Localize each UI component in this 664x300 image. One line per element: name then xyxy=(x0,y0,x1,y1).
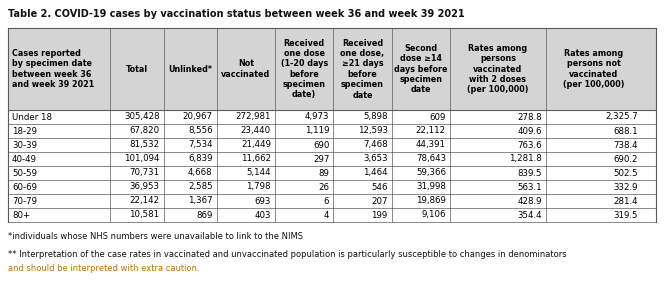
Text: and should be interpreted with extra caution.: and should be interpreted with extra cau… xyxy=(8,264,200,273)
Text: 80+: 80+ xyxy=(12,211,31,220)
Text: 78,643: 78,643 xyxy=(416,154,446,164)
Text: 12,593: 12,593 xyxy=(358,127,388,136)
Text: 428.9: 428.9 xyxy=(517,196,542,206)
Text: 2,325.7: 2,325.7 xyxy=(605,112,637,122)
Text: 690.2: 690.2 xyxy=(614,154,637,164)
Text: 89: 89 xyxy=(319,169,329,178)
Text: 18-29: 18-29 xyxy=(12,127,37,136)
Text: 23,440: 23,440 xyxy=(241,127,271,136)
Text: 60-69: 60-69 xyxy=(12,182,37,191)
Text: 7,534: 7,534 xyxy=(188,140,212,149)
Text: 6: 6 xyxy=(324,196,329,206)
Text: 207: 207 xyxy=(371,196,388,206)
Text: Second
dose ≥14
days before
specimen
date: Second dose ≥14 days before specimen dat… xyxy=(394,44,448,94)
Text: 1,798: 1,798 xyxy=(246,182,271,191)
Text: 5,144: 5,144 xyxy=(246,169,271,178)
Text: 738.4: 738.4 xyxy=(613,140,637,149)
Text: 839.5: 839.5 xyxy=(517,169,542,178)
Text: 3,653: 3,653 xyxy=(363,154,388,164)
Text: 763.6: 763.6 xyxy=(517,140,542,149)
Text: 40-49: 40-49 xyxy=(12,154,37,164)
Text: 1,281.8: 1,281.8 xyxy=(509,154,542,164)
Text: 297: 297 xyxy=(313,154,329,164)
Text: Rates among
persons not
vaccinated
(per 100,000): Rates among persons not vaccinated (per … xyxy=(563,49,625,89)
Text: 81,532: 81,532 xyxy=(129,140,159,149)
Text: Received
one dose,
≥21 days
before
specimen
date: Received one dose, ≥21 days before speci… xyxy=(341,38,384,100)
Text: 11,662: 11,662 xyxy=(241,154,271,164)
Text: 59,366: 59,366 xyxy=(416,169,446,178)
Text: 409.6: 409.6 xyxy=(517,127,542,136)
Bar xyxy=(8,28,656,110)
Text: Rates among
persons
vaccinated
with 2 doses
(per 100,000): Rates among persons vaccinated with 2 do… xyxy=(467,44,529,94)
Text: Received
one dose
(1-20 days
before
specimen
date): Received one dose (1-20 days before spec… xyxy=(280,38,328,100)
Text: 546: 546 xyxy=(371,182,388,191)
Text: 4: 4 xyxy=(324,211,329,220)
Text: 563.1: 563.1 xyxy=(517,182,542,191)
Text: 8,556: 8,556 xyxy=(188,127,212,136)
Text: 70,731: 70,731 xyxy=(129,169,159,178)
Text: 319.5: 319.5 xyxy=(614,211,637,220)
Text: 30-39: 30-39 xyxy=(12,140,37,149)
Text: 50-59: 50-59 xyxy=(12,169,37,178)
Text: 502.5: 502.5 xyxy=(613,169,637,178)
Text: 2,585: 2,585 xyxy=(188,182,212,191)
Text: *individuals whose NHS numbers were unavailable to link to the NIMS: *individuals whose NHS numbers were unav… xyxy=(8,232,303,241)
Text: 690: 690 xyxy=(313,140,329,149)
Text: 19,869: 19,869 xyxy=(416,196,446,206)
Text: 332.9: 332.9 xyxy=(614,182,637,191)
Text: 22,142: 22,142 xyxy=(129,196,159,206)
Text: 101,094: 101,094 xyxy=(124,154,159,164)
Bar xyxy=(8,152,656,166)
Text: 693: 693 xyxy=(254,196,271,206)
Text: Total: Total xyxy=(126,64,148,74)
Text: 609: 609 xyxy=(430,112,446,122)
Text: 688.1: 688.1 xyxy=(613,127,637,136)
Text: Not
vaccinated: Not vaccinated xyxy=(221,59,270,79)
Text: 21,449: 21,449 xyxy=(241,140,271,149)
Text: 67,820: 67,820 xyxy=(129,127,159,136)
Text: 199: 199 xyxy=(371,211,388,220)
Text: 272,981: 272,981 xyxy=(236,112,271,122)
Text: 20,967: 20,967 xyxy=(183,112,212,122)
Text: Cases reported
by specimen date
between week 36
and week 39 2021: Cases reported by specimen date between … xyxy=(12,49,94,89)
Bar xyxy=(8,180,656,194)
Text: 1,367: 1,367 xyxy=(188,196,212,206)
Bar xyxy=(8,110,656,124)
Text: 70-79: 70-79 xyxy=(12,196,37,206)
Text: 1,119: 1,119 xyxy=(305,127,329,136)
Text: 4,668: 4,668 xyxy=(188,169,212,178)
Text: ** Interpretation of the case rates in vaccinated and unvaccinated population is: ** Interpretation of the case rates in v… xyxy=(8,250,566,259)
Text: 36,953: 36,953 xyxy=(129,182,159,191)
Text: 22,112: 22,112 xyxy=(416,127,446,136)
Text: 44,391: 44,391 xyxy=(416,140,446,149)
Text: 31,998: 31,998 xyxy=(416,182,446,191)
Text: 354.4: 354.4 xyxy=(517,211,542,220)
Text: 403: 403 xyxy=(254,211,271,220)
Bar xyxy=(8,166,656,180)
Text: 9,106: 9,106 xyxy=(422,211,446,220)
Text: 7,468: 7,468 xyxy=(363,140,388,149)
Text: 278.8: 278.8 xyxy=(517,112,542,122)
Text: 10,581: 10,581 xyxy=(129,211,159,220)
Bar xyxy=(8,208,656,222)
Text: 1,464: 1,464 xyxy=(363,169,388,178)
Text: 6,839: 6,839 xyxy=(188,154,212,164)
Text: 5,898: 5,898 xyxy=(363,112,388,122)
Text: 281.4: 281.4 xyxy=(613,196,637,206)
Text: 305,428: 305,428 xyxy=(124,112,159,122)
Text: Unlinked*: Unlinked* xyxy=(168,64,212,74)
Bar xyxy=(8,194,656,208)
Bar xyxy=(8,138,656,152)
Text: 26: 26 xyxy=(318,182,329,191)
Bar xyxy=(8,124,656,138)
Text: 869: 869 xyxy=(197,211,212,220)
Text: Under 18: Under 18 xyxy=(12,112,52,122)
Text: 4,973: 4,973 xyxy=(305,112,329,122)
Text: Table 2. COVID-19 cases by vaccination status between week 36 and week 39 2021: Table 2. COVID-19 cases by vaccination s… xyxy=(8,9,465,19)
